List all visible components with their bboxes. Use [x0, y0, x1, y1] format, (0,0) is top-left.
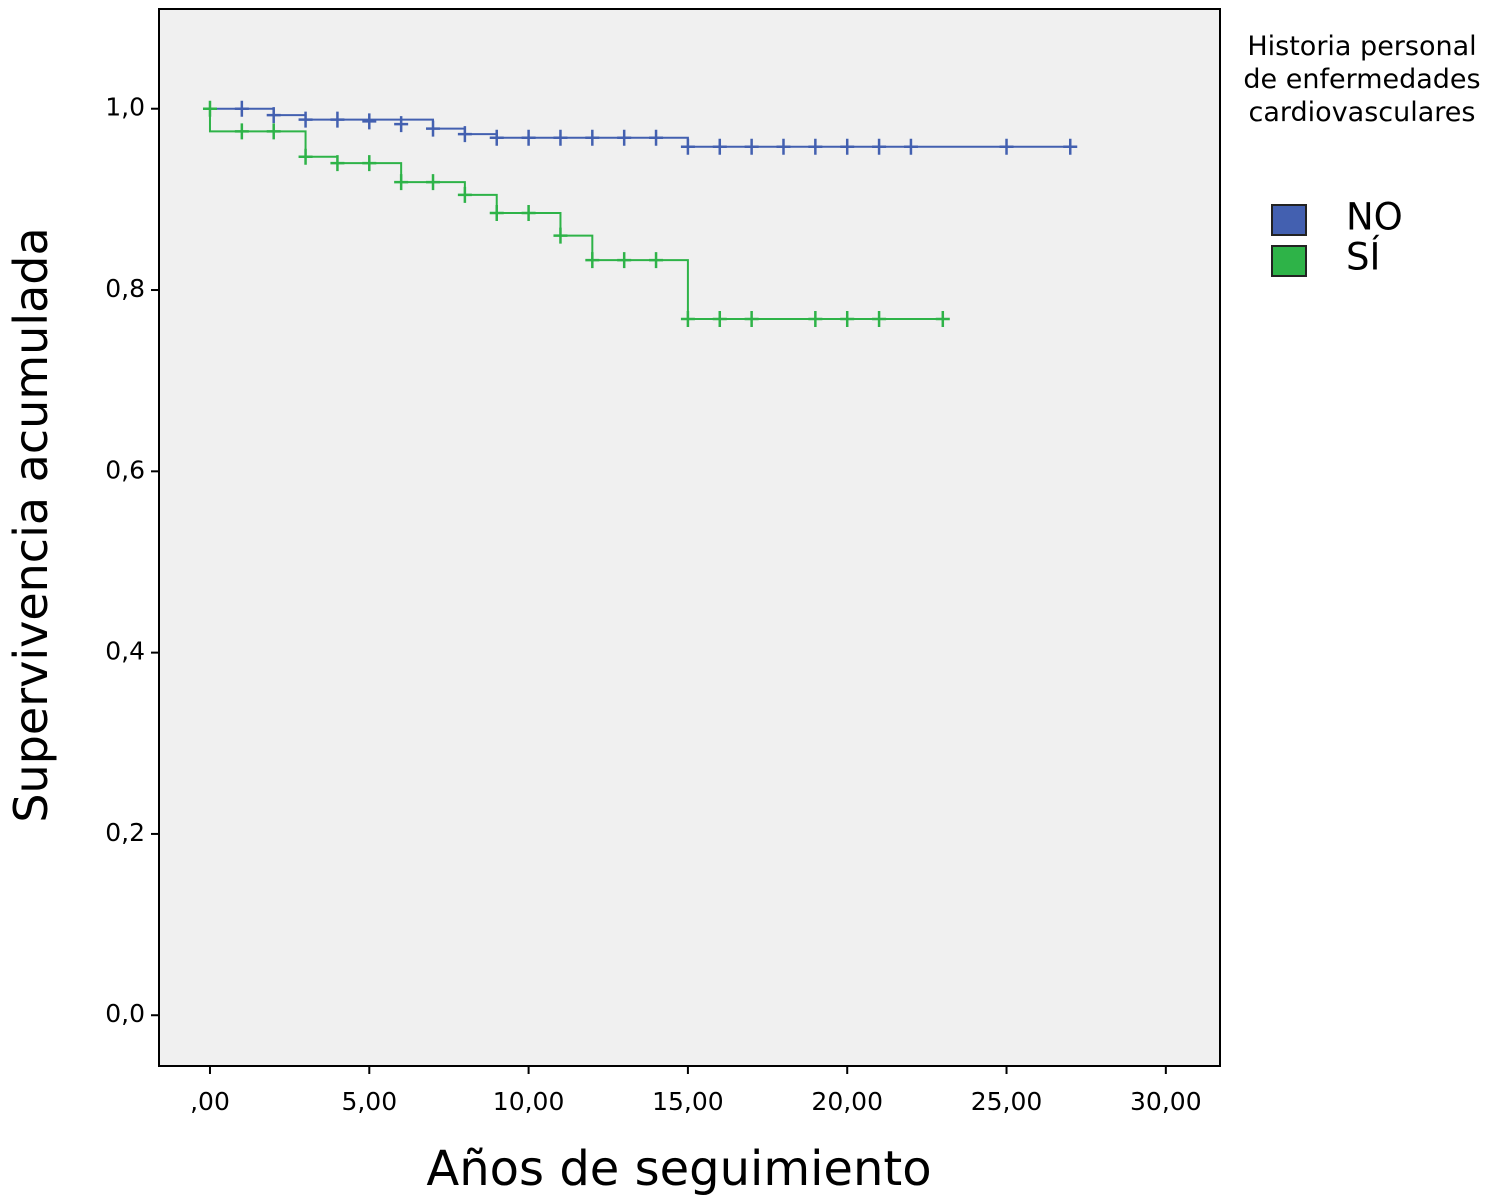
x-tick-label: 15,00: [652, 1087, 724, 1116]
y-tick-label: 0,2: [105, 818, 145, 847]
legend-label-si: SÍ: [1346, 235, 1380, 279]
censor-mark-no: [553, 129, 568, 146]
censor-mark-no: [808, 138, 823, 155]
censor-mark-no: [840, 138, 855, 155]
censor-mark-si: [808, 311, 823, 328]
censor-mark-si: [330, 155, 345, 172]
x-tick-label: ,00: [190, 1087, 230, 1116]
censor-mark-si: [521, 204, 536, 221]
plot-area: [158, 8, 1221, 1067]
y-tick-label: 1,0: [105, 93, 145, 122]
censor-mark-no: [649, 129, 664, 146]
censor-mark-si: [426, 174, 441, 191]
censor-mark-no: [234, 100, 249, 117]
censor-mark-si: [617, 252, 632, 269]
censor-mark-no: [457, 126, 472, 143]
legend-label-no: NO: [1346, 196, 1403, 239]
legend-title-line-3: cardiovasculares: [1249, 97, 1476, 128]
censor-mark-si: [553, 227, 568, 244]
legend-title-line-1: Historia personal: [1247, 31, 1476, 62]
censor-mark-si: [489, 204, 504, 221]
y-tick-label: 0,4: [105, 637, 145, 666]
censor-mark-si: [840, 311, 855, 328]
x-tick-label: 30,00: [1130, 1087, 1202, 1116]
censor-mark-si: [394, 174, 409, 191]
y-tick-label: 0,6: [105, 455, 145, 484]
censor-mark-si: [935, 311, 950, 328]
censor-mark-no: [712, 138, 727, 155]
x-tick-label: 25,00: [971, 1087, 1043, 1116]
series-layer: [202, 100, 1078, 328]
censor-mark-no: [1063, 138, 1078, 155]
censor-mark-si: [362, 155, 377, 172]
censor-mark-no: [776, 138, 791, 155]
censor-mark-no: [680, 138, 695, 155]
censor-mark-si: [872, 311, 887, 328]
y-tick-label: 0,0: [105, 999, 145, 1028]
censor-mark-no: [744, 138, 759, 155]
x-tick-label: 5,00: [341, 1087, 397, 1116]
censor-mark-si: [266, 123, 281, 140]
censor-mark-no: [999, 138, 1014, 155]
legend: Historia personal de enfermedades cardio…: [1243, 31, 1480, 279]
legend-title-line-2: de enfermedades: [1243, 64, 1480, 95]
censor-mark-no: [426, 120, 441, 137]
y-tick-label: 0,8: [105, 274, 145, 303]
censor-mark-no: [872, 138, 887, 155]
censor-mark-no: [489, 129, 504, 146]
censor-mark-si: [234, 123, 249, 140]
censor-mark-no: [330, 111, 345, 128]
censor-mark-no: [394, 116, 409, 133]
legend-swatch-si: [1271, 245, 1307, 277]
censor-mark-si: [457, 186, 472, 203]
censor-mark-no: [903, 138, 918, 155]
censor-mark-si: [202, 100, 217, 117]
x-tick-label: 20,00: [811, 1087, 883, 1116]
x-tick-label: 10,00: [493, 1087, 565, 1116]
y-axis: 0,0 0,2 0,4 0,6 0,8 1,0: [105, 93, 159, 1028]
censor-mark-si: [744, 311, 759, 328]
censor-mark-no: [521, 129, 536, 146]
censor-mark-no: [362, 113, 377, 130]
x-axis: ,00 5,00 10,00 15,00 20,00 25,00 30,00: [190, 1066, 1202, 1116]
y-axis-title: Supervivencia acumulada: [4, 227, 58, 822]
censor-mark-si: [680, 311, 695, 328]
x-axis-title: Años de seguimiento: [426, 1141, 931, 1197]
censor-mark-no: [298, 111, 313, 128]
legend-swatch-no: [1271, 204, 1307, 236]
censor-mark-no: [266, 107, 281, 124]
censor-mark-si: [298, 148, 313, 165]
censor-mark-no: [617, 129, 632, 146]
censor-mark-si: [585, 252, 600, 269]
censor-mark-si: [649, 252, 664, 269]
censor-mark-si: [712, 311, 727, 328]
censor-mark-no: [585, 129, 600, 146]
